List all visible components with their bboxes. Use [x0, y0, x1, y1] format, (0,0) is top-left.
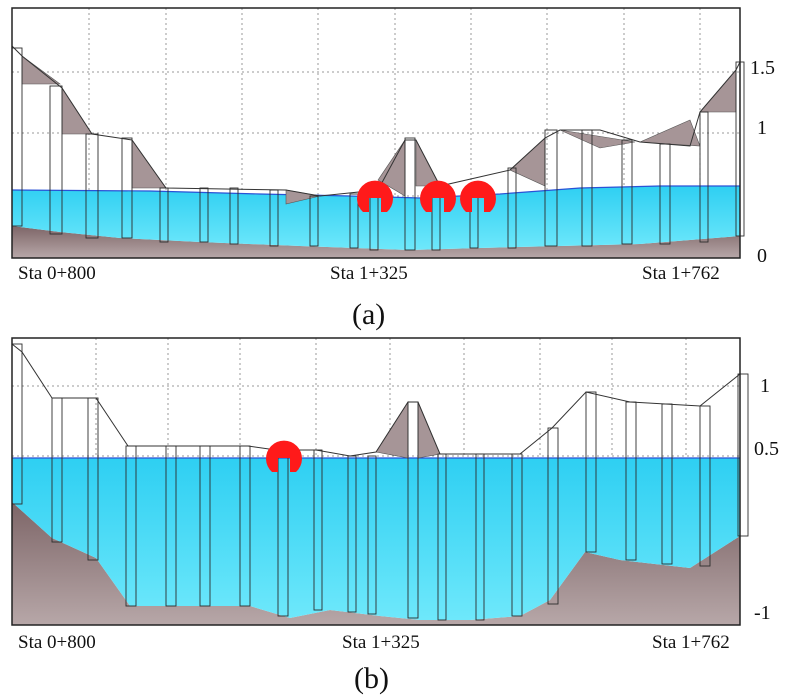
panel-b-station-end: Sta 1+762	[652, 632, 730, 653]
panel-b-levee-line	[11, 343, 741, 457]
panel-b-station-mid: Sta 1+325	[342, 632, 420, 653]
panel-b-ytick-3: -1	[754, 602, 771, 624]
panel-a-ytick-2: 1	[757, 117, 767, 139]
panel-a-levee-line	[11, 45, 741, 197]
panel-b-columns	[11, 343, 749, 621]
panel-b-station-start: Sta 0+800	[18, 632, 96, 653]
panel-a-columns	[11, 47, 745, 251]
panel-a-station-end: Sta 1+762	[642, 263, 720, 284]
panel-a-marker-2	[419, 180, 456, 212]
panel-a-ytick-3: 0	[757, 245, 767, 267]
panel-a-marker-3	[460, 180, 496, 212]
panel-b-ytick-1: 1	[760, 375, 770, 397]
panel-a-station-start: Sta 0+800	[18, 263, 96, 284]
panel-a-marker-1	[356, 180, 393, 212]
panel-b-markers	[266, 440, 302, 472]
panel-a-water-surface	[11, 185, 740, 199]
panel-a-water	[12, 186, 740, 250]
panel-a-ytick-1: 1.5	[750, 57, 775, 79]
panel-b-marker-1	[266, 440, 302, 472]
panel-b-caption: (b)	[354, 662, 389, 695]
panel-a-frame	[11, 7, 741, 259]
panel-a-station-mid: Sta 1+325	[330, 263, 408, 284]
panel-a-markers	[356, 180, 496, 212]
panel-a: 1.5 1 0 Sta 0+800 Sta 1+325 Sta 1+762 (a…	[11, 7, 775, 331]
panel-b: 1 0.5 -1 Sta 0+800 Sta 1+325 Sta 1+762 (…	[11, 337, 779, 695]
panel-b-frame	[11, 337, 741, 626]
panel-b-ytick-2: 0.5	[754, 438, 779, 460]
panel-a-ground	[12, 226, 740, 258]
panel-a-caption: (a)	[352, 298, 385, 331]
